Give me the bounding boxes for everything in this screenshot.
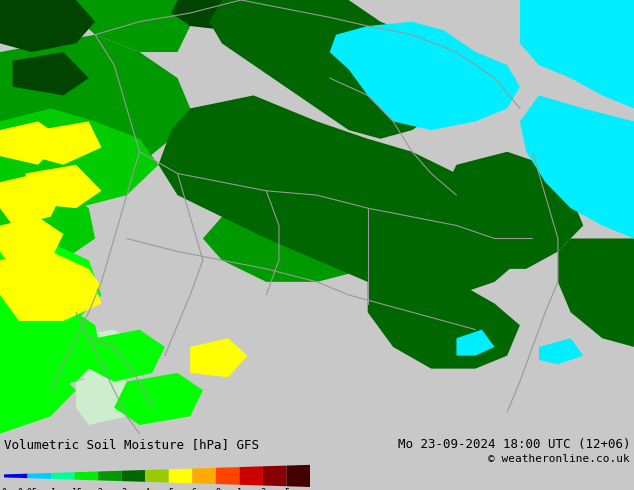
- Polygon shape: [0, 217, 63, 269]
- Polygon shape: [171, 0, 254, 30]
- Polygon shape: [51, 472, 75, 480]
- Text: 0: 0: [1, 488, 6, 490]
- Polygon shape: [114, 373, 203, 425]
- Polygon shape: [0, 108, 158, 208]
- Text: 1: 1: [237, 488, 242, 490]
- Polygon shape: [456, 330, 495, 356]
- Polygon shape: [0, 303, 101, 390]
- Text: .5: .5: [164, 488, 174, 490]
- Polygon shape: [216, 467, 240, 485]
- Polygon shape: [520, 0, 634, 108]
- Polygon shape: [287, 465, 310, 487]
- Polygon shape: [190, 338, 247, 377]
- Polygon shape: [122, 470, 145, 482]
- Text: .1: .1: [46, 488, 56, 490]
- Polygon shape: [27, 473, 51, 479]
- Polygon shape: [63, 330, 139, 382]
- Polygon shape: [368, 269, 520, 368]
- Text: .8: .8: [211, 488, 221, 490]
- Polygon shape: [145, 469, 169, 483]
- Polygon shape: [0, 0, 95, 52]
- Polygon shape: [0, 243, 101, 330]
- Text: Volumetric Soil Moisture [hPa] GFS: Volumetric Soil Moisture [hPa] GFS: [4, 438, 259, 451]
- Text: .2: .2: [93, 488, 103, 490]
- Text: 5: 5: [284, 488, 289, 490]
- Polygon shape: [203, 208, 380, 282]
- Polygon shape: [0, 251, 101, 321]
- Polygon shape: [169, 468, 192, 483]
- Text: .15: .15: [67, 488, 82, 490]
- Polygon shape: [76, 373, 139, 425]
- Polygon shape: [539, 338, 583, 364]
- Text: 0.05: 0.05: [18, 488, 37, 490]
- Polygon shape: [558, 239, 634, 347]
- Polygon shape: [330, 22, 520, 130]
- Polygon shape: [0, 122, 63, 165]
- Polygon shape: [0, 35, 190, 182]
- Polygon shape: [89, 330, 165, 382]
- Polygon shape: [51, 269, 101, 303]
- Polygon shape: [209, 0, 456, 139]
- Polygon shape: [98, 471, 122, 481]
- Text: 3: 3: [261, 488, 266, 490]
- Text: © weatheronline.co.uk: © weatheronline.co.uk: [488, 454, 630, 464]
- Polygon shape: [444, 152, 583, 269]
- Polygon shape: [75, 471, 98, 480]
- Polygon shape: [279, 0, 330, 26]
- Polygon shape: [76, 0, 190, 52]
- Polygon shape: [13, 52, 89, 96]
- Polygon shape: [32, 122, 101, 165]
- Polygon shape: [0, 173, 63, 225]
- Polygon shape: [263, 466, 287, 486]
- Text: Mo 23-09-2024 18:00 UTC (12+06): Mo 23-09-2024 18:00 UTC (12+06): [398, 438, 630, 451]
- Polygon shape: [0, 182, 95, 269]
- Text: .4: .4: [140, 488, 150, 490]
- Polygon shape: [158, 96, 520, 295]
- Text: .6: .6: [187, 488, 197, 490]
- Polygon shape: [0, 364, 76, 434]
- Polygon shape: [192, 468, 216, 484]
- Polygon shape: [520, 96, 634, 239]
- Polygon shape: [240, 466, 263, 486]
- Polygon shape: [4, 474, 27, 478]
- Text: .3: .3: [117, 488, 127, 490]
- Polygon shape: [25, 165, 101, 208]
